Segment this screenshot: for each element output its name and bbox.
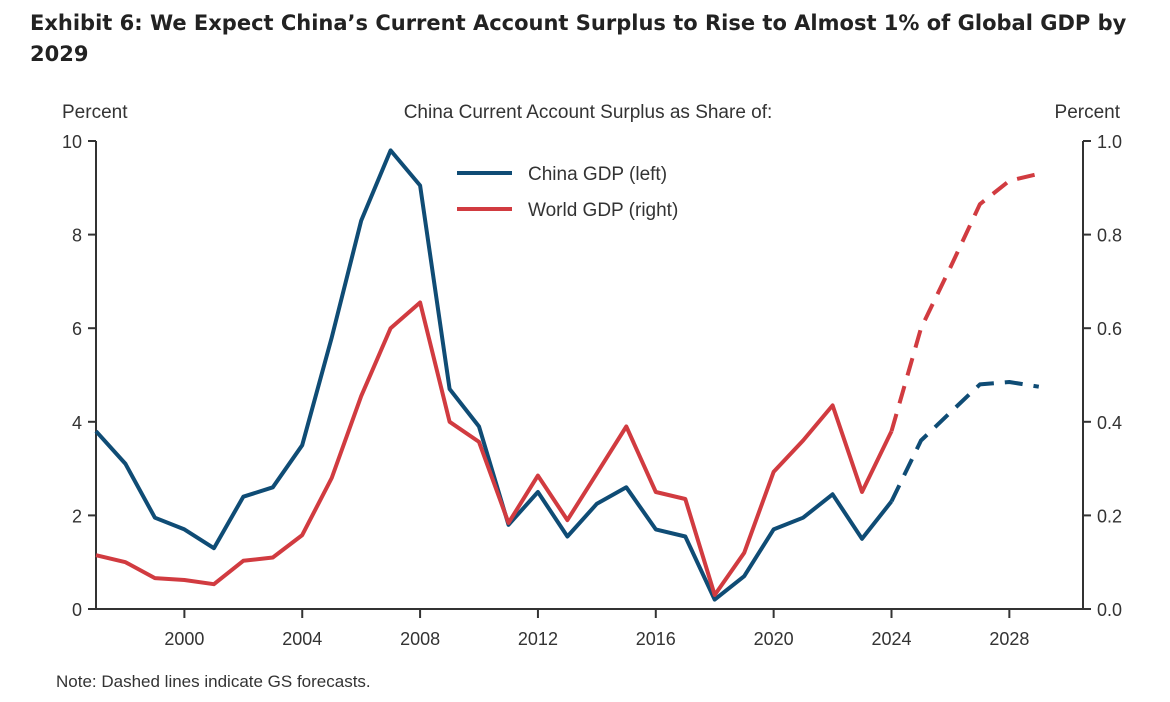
right-axis-label: Percent [1055, 102, 1121, 123]
y-tick-label-left: 10 [62, 132, 82, 152]
x-tick-label: 2020 [754, 629, 794, 649]
series-line-world [95, 300, 894, 597]
series-line-china [94, 148, 894, 602]
legend: China GDP (left) World GDP (right) [457, 164, 678, 221]
x-tick-label: 2012 [518, 629, 558, 649]
series-forecast-world [889, 171, 1040, 432]
series-forecast-china [889, 380, 1040, 503]
y-tick-label-right: 0.4 [1097, 413, 1122, 433]
chart-title: Exhibit 6: We Expect China’s Current Acc… [30, 11, 1127, 66]
y-tick-label-right: 0.0 [1097, 600, 1122, 620]
y-tick-label-left: 2 [72, 506, 82, 526]
legend-label-china: China GDP (left) [528, 164, 667, 185]
chart-subtitle: China Current Account Surplus as Share o… [404, 102, 773, 123]
x-tick-label: 2028 [989, 629, 1029, 649]
left-axis-label: Percent [62, 102, 128, 123]
y-tick-label-right: 0.6 [1097, 319, 1122, 339]
x-tick-label: 2016 [636, 629, 676, 649]
y-tick-label-left: 4 [72, 413, 82, 433]
y-tick-label-right: 1.0 [1097, 132, 1122, 152]
x-tick-label: 2008 [400, 629, 440, 649]
x-tick-label: 2000 [164, 629, 204, 649]
x-tick-label: 2024 [871, 629, 911, 649]
x-tick-label: 2004 [282, 629, 322, 649]
y-tick-label-right: 0.2 [1097, 506, 1122, 526]
y-tick-label-right: 0.8 [1097, 226, 1122, 246]
chart-note: Note: Dashed lines indicate GS forecasts… [56, 672, 371, 691]
legend-label-world: World GDP (right) [528, 200, 678, 221]
y-tick-label-left: 8 [72, 226, 82, 246]
y-tick-label-left: 0 [72, 600, 82, 620]
y-tick-label-left: 6 [72, 319, 82, 339]
